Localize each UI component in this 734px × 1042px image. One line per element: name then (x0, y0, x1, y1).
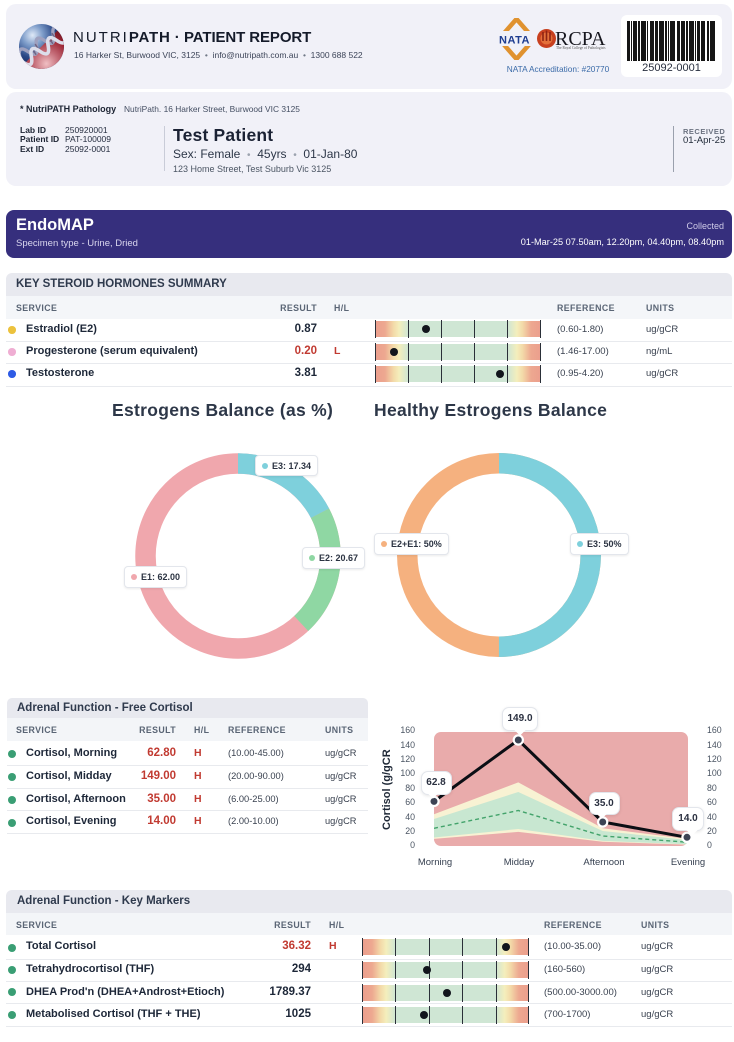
svg-text:RCPA: RCPA (555, 28, 606, 50)
svg-text:Cortisol (g/gCR: Cortisol (g/gCR (381, 749, 393, 830)
svg-text:The Royal College of Pathologi: The Royal College of Pathologists of Aus… (556, 46, 606, 50)
svg-text:NATA: NATA (499, 35, 530, 47)
